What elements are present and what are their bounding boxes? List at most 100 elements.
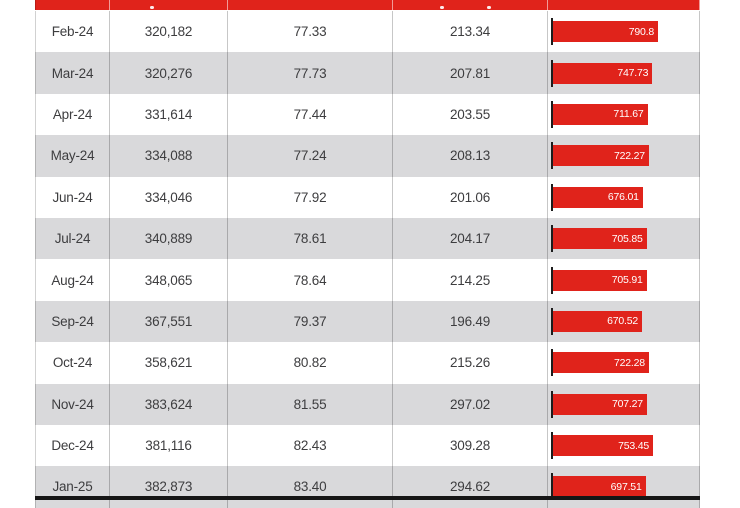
cell-value-2: 77.92	[228, 176, 393, 218]
header-text-fragment	[487, 6, 491, 9]
table-body: Feb-24 320,182 77.33 213.34 790.8 Mar-24…	[35, 11, 700, 508]
cell-value-1: 334,088	[110, 135, 228, 177]
bar-axis-line	[551, 349, 553, 377]
cell-value-2: 78.61	[228, 217, 393, 260]
cell-bar: 707.27	[548, 383, 700, 425]
bar-axis-line	[551, 18, 553, 46]
bar-value-label: 705.91	[611, 274, 643, 287]
cell-month: May-24	[35, 135, 110, 177]
table-row: Sep-24 367,551 79.37 196.49 670.52	[35, 300, 700, 343]
cell-bar: 670.52	[548, 300, 700, 343]
table-row: Apr-24 331,614 77.44 203.55 711.67	[35, 93, 700, 136]
cell-month: Oct-24	[35, 342, 110, 384]
table-row: Feb-24 320,182 77.33 213.34 790.8	[35, 11, 700, 53]
header-cell-bar	[548, 0, 700, 10]
bar-axis-line	[551, 307, 553, 335]
cell-value-2: 79.37	[228, 300, 393, 343]
cell-bar: 711.67	[548, 93, 700, 136]
value-bar: 753.45	[553, 435, 653, 457]
value-bar: 676.01	[553, 186, 643, 208]
table-row: May-24 334,088 77.24 208.13 722.27	[35, 135, 700, 177]
value-bar: 697.51	[553, 476, 646, 498]
cell-value-1: 367,551	[110, 300, 228, 343]
cell-value-1: 331,614	[110, 93, 228, 136]
cell-value-2: 80.82	[228, 342, 393, 384]
cell-value-3: 203.55	[393, 93, 548, 136]
cell-value-2: 77.24	[228, 135, 393, 177]
cell-value-2: 81.55	[228, 383, 393, 425]
bar-value-label: 707.27	[611, 398, 643, 411]
cell-month: Feb-24	[35, 11, 110, 53]
table-row: Dec-24 381,116 82.43 309.28 753.45	[35, 424, 700, 467]
cell-bar: 722.28	[548, 342, 700, 384]
cell-value-1: 358,621	[110, 342, 228, 384]
cell-value-2: 82.43	[228, 424, 393, 467]
bar-axis-line	[551, 59, 553, 87]
value-bar: 747.73	[553, 62, 653, 84]
cell-bar: 705.85	[548, 217, 700, 260]
cell-month: Jan-25	[35, 466, 110, 508]
table-row: Mar-24 320,276 77.73 207.81 747.73	[35, 52, 700, 94]
cell-value-3: 297.02	[393, 383, 548, 425]
cell-bar: 790.8	[548, 11, 700, 53]
data-table: Feb-24 320,182 77.33 213.34 790.8 Mar-24…	[35, 0, 700, 508]
table-row: Oct-24 358,621 80.82 215.26 722.28	[35, 342, 700, 384]
cell-value-3: 196.49	[393, 300, 548, 343]
bar-value-label: 670.52	[607, 315, 638, 328]
cell-value-3: 213.34	[393, 11, 548, 53]
cell-bar: 697.51	[548, 466, 700, 508]
cell-bar: 747.73	[548, 52, 700, 94]
cell-value-2: 78.64	[228, 259, 393, 301]
bar-axis-line	[551, 432, 553, 460]
cell-bar: 705.91	[548, 259, 700, 301]
table-row: Jun-24 334,046 77.92 201.06 676.01	[35, 176, 700, 218]
cell-month: Dec-24	[35, 424, 110, 467]
cell-value-3: 294.62	[393, 466, 548, 508]
bar-axis-line	[551, 390, 553, 418]
table-row: Nov-24 383,624 81.55 297.02 707.27	[35, 383, 700, 425]
cell-bar: 722.27	[548, 135, 700, 177]
cell-value-1: 320,276	[110, 52, 228, 94]
cell-month: Jul-24	[35, 217, 110, 260]
header-cell-value-2	[228, 0, 393, 10]
cell-month: Sep-24	[35, 300, 110, 343]
bar-axis-line	[551, 473, 553, 501]
cell-value-1: 334,046	[110, 176, 228, 218]
cell-value-1: 383,624	[110, 383, 228, 425]
cell-value-3: 208.13	[393, 135, 548, 177]
cell-value-2: 77.33	[228, 11, 393, 53]
value-bar: 722.27	[553, 145, 649, 167]
table-row: Jan-25 382,873 83.40 294.62 697.51	[35, 466, 700, 508]
cell-month: Apr-24	[35, 93, 110, 136]
cell-month: Aug-24	[35, 259, 110, 301]
cell-value-3: 201.06	[393, 176, 548, 218]
table-header-row	[35, 0, 700, 10]
value-bar: 711.67	[553, 103, 648, 125]
cell-value-3: 207.81	[393, 52, 548, 94]
bar-value-label: 722.28	[613, 356, 645, 369]
cell-value-2: 83.40	[228, 466, 393, 508]
cell-month: Mar-24	[35, 52, 110, 94]
bar-value-label: 711.67	[613, 108, 644, 121]
bar-axis-line	[551, 142, 553, 170]
cell-month: Nov-24	[35, 383, 110, 425]
bar-axis-line	[551, 100, 553, 128]
bar-value-label: 697.51	[610, 480, 642, 493]
bar-value-label: 747.73	[617, 67, 649, 80]
cell-value-1: 320,182	[110, 11, 228, 53]
bar-axis-line	[551, 266, 553, 294]
bar-value-label: 722.27	[613, 149, 645, 162]
bar-value-label: 790.8	[628, 25, 654, 38]
header-text-fragment	[440, 6, 444, 9]
header-text-fragment	[150, 6, 154, 9]
cell-value-1: 382,873	[110, 466, 228, 508]
bar-axis-line	[551, 225, 553, 253]
value-bar: 707.27	[553, 393, 647, 415]
bar-value-label: 676.01	[607, 191, 639, 204]
cell-month: Jun-24	[35, 176, 110, 218]
table-row: Aug-24 348,065 78.64 214.25 705.91	[35, 259, 700, 301]
cell-value-1: 348,065	[110, 259, 228, 301]
cell-value-1: 340,889	[110, 217, 228, 260]
value-bar: 705.85	[553, 228, 647, 250]
cell-value-3: 309.28	[393, 424, 548, 467]
